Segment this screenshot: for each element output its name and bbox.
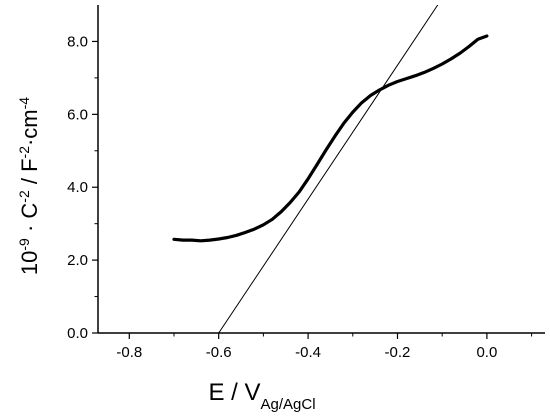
y-axis-title-part: 10 (17, 251, 42, 275)
linear-fit-line (218, 5, 439, 333)
capacitance-curve (172, 34, 489, 243)
y-axis-title-superscript: -4 (16, 97, 32, 110)
x-tick-label: -0.6 (206, 344, 232, 361)
x-tick-label: -0.8 (116, 344, 142, 361)
x-axis-title-subscript: Ag/AgCl (261, 396, 316, 413)
y-axis-title-superscript: -9 (16, 238, 32, 251)
y-axis-title: 10-9 · C-2 / F-2·cm-4 (16, 97, 42, 275)
plot-area (172, 5, 489, 333)
y-axis-title-part: ·cm (17, 109, 42, 146)
y-tick-label: 0.0 (67, 325, 88, 342)
ticks (92, 40, 533, 339)
y-axis-title-part: · C (17, 203, 42, 239)
y-axis-title-superscript: -2 (16, 146, 32, 159)
x-tick-label: -0.4 (295, 344, 321, 361)
x-axis-title-main: E / V (208, 379, 260, 406)
x-tick-label: 0.0 (476, 344, 497, 361)
x-tick-label: -0.2 (385, 344, 411, 361)
y-tick-label: 8.0 (67, 33, 88, 50)
y-axis-title-superscript: -2 (16, 190, 32, 203)
y-tick-label: 6.0 (67, 106, 88, 123)
axes (97, 5, 545, 334)
y-tick-label: 4.0 (67, 179, 88, 196)
y-tick-label: 2.0 (67, 252, 88, 269)
y-axis-title-part: / F (17, 158, 42, 190)
tick-labels: -0.8 -0.6 -0.4 -0.2 0.0 0.0 2.0 4.0 6.0 8.0 (67, 33, 497, 361)
x-axis-title: E / VAg/AgCl (208, 379, 315, 413)
